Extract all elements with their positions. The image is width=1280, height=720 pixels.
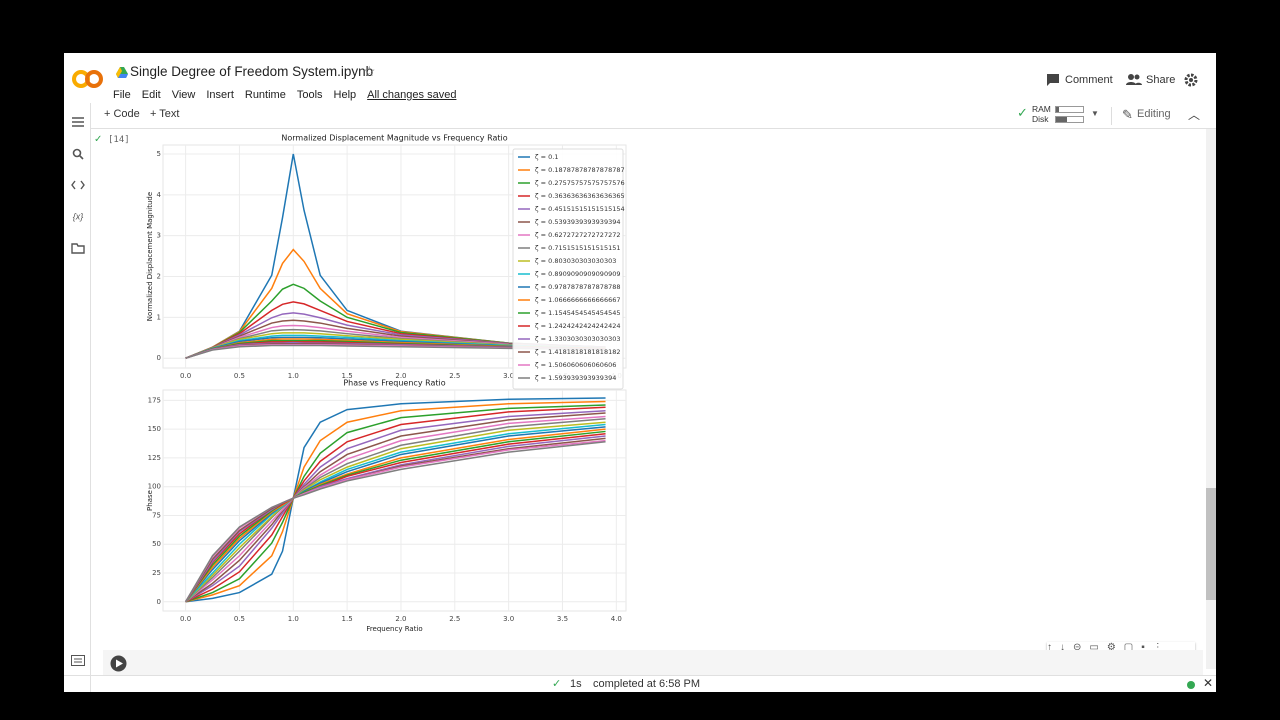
menu-item[interactable]: Runtime <box>244 89 286 101</box>
ram-label: RAM <box>1032 104 1051 114</box>
run-message: completed at 6:58 PM <box>593 678 701 690</box>
add-text-label: Text <box>159 108 180 120</box>
sidebar-border <box>90 103 91 692</box>
drive-icon <box>116 67 128 78</box>
share-icon <box>1126 74 1142 85</box>
editing-mode[interactable]: Editing <box>1137 108 1171 120</box>
save-status[interactable]: All changes saved <box>367 89 457 101</box>
menu-item[interactable]: Insert <box>206 89 234 101</box>
comment-button[interactable]: Comment <box>1065 74 1113 86</box>
collapse-header[interactable]: ︿ <box>1188 108 1201 122</box>
comment-icon <box>1047 74 1059 86</box>
menu-item[interactable]: View <box>171 89 196 101</box>
toolbar-border <box>90 128 1216 129</box>
resources[interactable]: RAM Disk <box>1032 104 1051 124</box>
disk-label: Disk <box>1032 114 1049 124</box>
divider <box>1111 107 1112 125</box>
empty-code-cell[interactable] <box>103 650 1203 676</box>
status-border <box>64 675 1216 676</box>
run-duration: 1s <box>570 678 582 690</box>
logo <box>72 70 103 88</box>
menu-item[interactable]: Tools <box>296 89 323 101</box>
ram-bar <box>1055 106 1084 113</box>
share-button[interactable]: Share <box>1146 74 1176 86</box>
add-text-button[interactable]: + Text <box>150 108 180 120</box>
svg-text:{x}: {x} <box>73 211 84 221</box>
disk-bar <box>1055 116 1084 123</box>
menu-item[interactable]: Help <box>333 89 357 101</box>
star-icon[interactable]: ☆ <box>363 63 376 79</box>
menu-bar: File Edit View Insert Runtime Tools Help All ch… <box>113 85 467 103</box>
execution-count: [14] <box>108 135 130 145</box>
add-code-button[interactable]: + Code <box>104 108 140 120</box>
connected-check: ✓ <box>1017 105 1028 120</box>
terminal-icon[interactable] <box>71 655 85 667</box>
scrollbar[interactable] <box>1206 129 1216 669</box>
menu-item[interactable]: Edit <box>141 89 161 101</box>
menu-item[interactable]: File <box>113 89 131 101</box>
add-code-label: Code <box>113 108 140 120</box>
cell-status: ✓ <box>94 134 103 145</box>
pencil-icon: ✎ <box>1122 107 1133 122</box>
settings-icon[interactable] <box>1184 73 1198 87</box>
connection-dot <box>1187 681 1195 689</box>
colab-window: Single Degree of Freedom System.ipynb ☆ … <box>64 53 1216 692</box>
run-button[interactable] <box>110 655 127 672</box>
sidebar-icons[interactable]: {x} <box>70 115 86 255</box>
close-status[interactable]: ✕ <box>1203 676 1214 690</box>
notebook-title[interactable]: Single Degree of Freedom System.ipynb <box>130 64 374 79</box>
resources-dropdown[interactable]: ▼ <box>1091 109 1099 118</box>
status-check: ✓ <box>552 678 562 690</box>
